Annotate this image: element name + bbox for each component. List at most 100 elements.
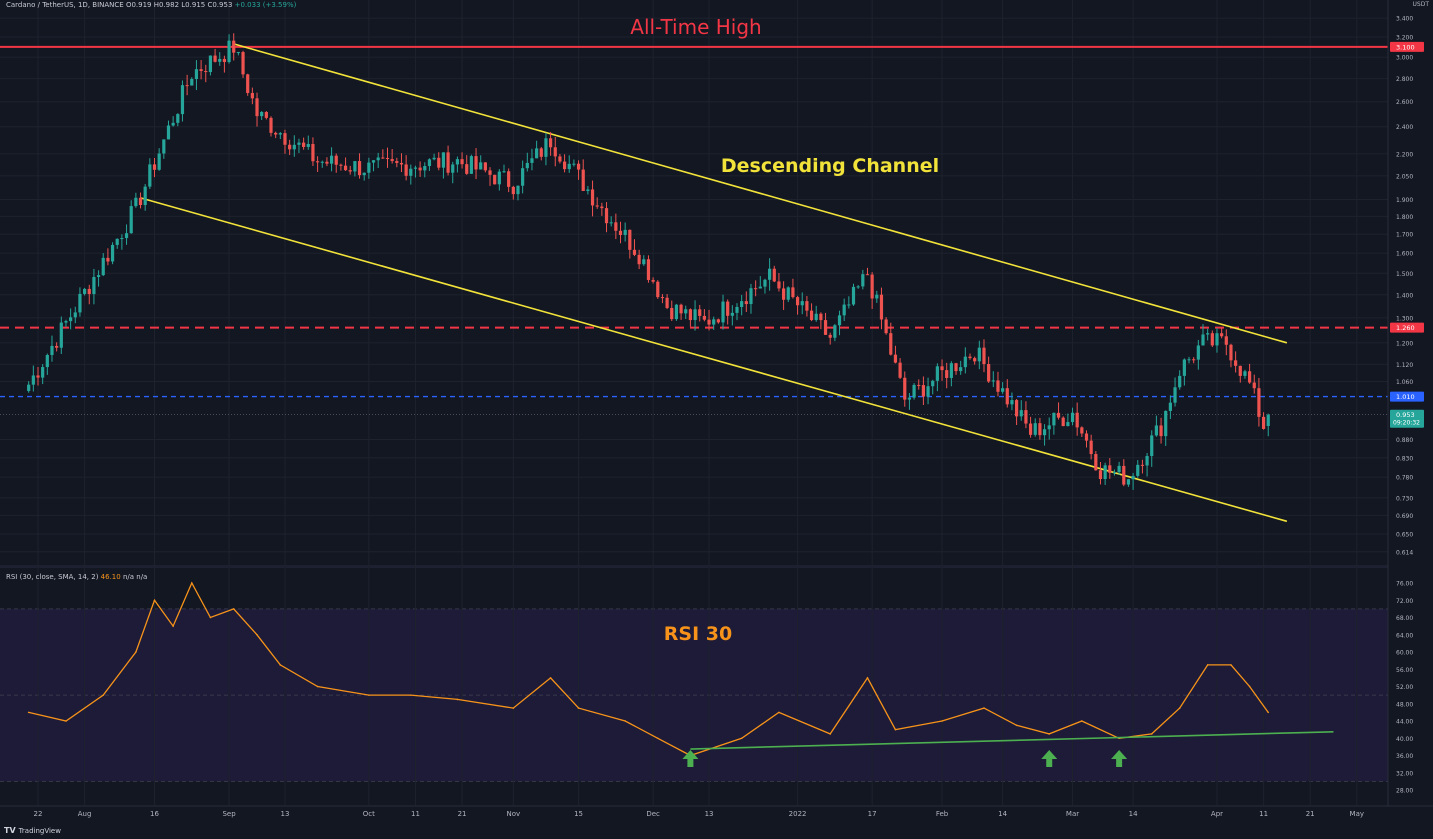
- candle-body: [73, 312, 77, 318]
- candle-body: [740, 301, 744, 307]
- candle-body: [1052, 412, 1056, 426]
- candle-body: [451, 164, 455, 173]
- candle-body: [297, 142, 301, 145]
- candle-body: [875, 294, 879, 299]
- candle-body: [441, 152, 446, 168]
- x-tick-label: 22: [34, 810, 43, 818]
- rsi-point: [1081, 720, 1083, 722]
- candle-body: [805, 301, 809, 311]
- candle-body: [749, 288, 753, 305]
- candle-body: [236, 52, 240, 54]
- candle-body: [376, 157, 380, 161]
- ath-annotation: All-Time High: [630, 15, 761, 39]
- candle-body: [628, 229, 632, 250]
- candle-body: [973, 358, 977, 362]
- up-arrow-icon: [1041, 750, 1058, 767]
- rsi-line: [28, 581, 1269, 757]
- candle-body: [646, 259, 651, 280]
- candle-body: [754, 288, 758, 290]
- candle-body: [1108, 465, 1112, 473]
- candle-body: [600, 206, 604, 209]
- candle-body: [530, 158, 534, 163]
- candle-body: [712, 319, 716, 325]
- ohlc-close: C0.953: [207, 1, 233, 9]
- candle-body: [483, 162, 487, 171]
- candle-body: [213, 55, 217, 62]
- candle-body: [758, 286, 762, 289]
- candle-body: [479, 162, 483, 170]
- candle-body: [809, 310, 814, 321]
- candle-body: [1154, 425, 1158, 436]
- rsi-tick-label: 36.00: [1396, 753, 1413, 760]
- candle-body: [954, 363, 958, 372]
- candle-body: [959, 367, 963, 372]
- y-tick-label: 1.700: [1396, 232, 1413, 239]
- rsi-label[interactable]: RSI (30, close, SMA, 14, 2): [6, 573, 99, 581]
- candle-body: [1266, 414, 1270, 427]
- candle-body: [260, 111, 264, 117]
- candle-body: [194, 69, 199, 80]
- symbol-label[interactable]: Cardano / TetherUS, 1D, BINANCE: [6, 1, 124, 9]
- rsi-point: [456, 698, 459, 701]
- candle-body: [614, 222, 618, 231]
- candle-body: [1038, 423, 1042, 436]
- candle-body: [786, 287, 790, 300]
- x-tick-label: 16: [150, 810, 159, 818]
- ohlc-high: H0.982: [153, 1, 180, 9]
- symbol-header: Cardano / TetherUS, 1D, BINANCE O0.919 H…: [6, 1, 296, 9]
- candle-body: [861, 274, 865, 287]
- rsi-point: [368, 694, 370, 696]
- x-tick-label: 14: [998, 810, 1007, 818]
- rsi-tick-label: 76.00: [1396, 581, 1413, 588]
- candle-body: [302, 142, 306, 147]
- currency-label[interactable]: USDT: [1412, 1, 1430, 8]
- rsi-extra: n/a n/a: [122, 573, 148, 581]
- candle-body: [660, 297, 665, 299]
- rsi-point: [829, 733, 831, 735]
- candle-body: [395, 161, 399, 163]
- candle-body: [833, 325, 837, 338]
- y-tick-label: 2.400: [1396, 124, 1413, 131]
- x-tick-label: 11: [1259, 810, 1268, 818]
- y-tick-label: 1.120: [1396, 362, 1413, 369]
- candle-body: [1005, 388, 1009, 405]
- y-tick-label: 0.830: [1396, 455, 1413, 462]
- candle-body: [413, 167, 418, 169]
- candle-body: [698, 309, 702, 316]
- candle-body: [157, 153, 161, 170]
- candle-body: [977, 347, 981, 362]
- candle-body: [143, 186, 147, 206]
- candle-body: [549, 138, 553, 148]
- candle-body: [907, 397, 912, 400]
- candle-body: [856, 286, 860, 288]
- tradingview-logo[interactable]: TV TradingView: [4, 826, 61, 835]
- candle-body: [516, 185, 520, 195]
- rsi-point: [894, 728, 897, 731]
- candle-body: [1173, 387, 1177, 403]
- candle-body: [493, 174, 497, 185]
- rsi-point: [27, 711, 30, 714]
- rsi-point: [1048, 733, 1051, 735]
- y-tick-label: 3.200: [1396, 35, 1413, 42]
- rsi-point: [577, 707, 580, 709]
- candle-body: [274, 132, 278, 135]
- candle-body: [311, 143, 315, 162]
- candle-body: [1164, 410, 1168, 437]
- candle-body: [1024, 410, 1028, 424]
- candle-body: [1234, 360, 1238, 366]
- candle-body: [129, 206, 133, 234]
- y-tick-label: 0.650: [1396, 532, 1413, 539]
- price-tag: [1390, 41, 1424, 52]
- rsi-point: [316, 685, 319, 688]
- y-tick-label: 2.200: [1396, 151, 1413, 158]
- x-tick-label: 2022: [789, 810, 807, 818]
- candle-body: [55, 345, 59, 348]
- rsi-point: [232, 608, 235, 610]
- x-tick-label: Oct: [363, 810, 375, 818]
- rsi-trendline: [690, 730, 1334, 750]
- candle-body: [535, 148, 539, 159]
- candle-body: [1126, 479, 1131, 485]
- candle-body: [1001, 388, 1005, 392]
- candle-body: [101, 257, 105, 276]
